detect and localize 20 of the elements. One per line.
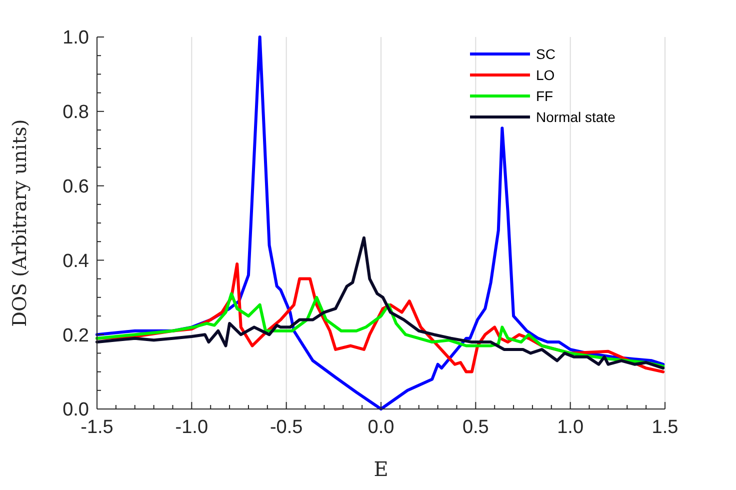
line-series: [96, 236, 665, 370]
x-tick-label: -0.5: [270, 417, 303, 438]
y-tick-label: 1.0: [62, 28, 89, 49]
y-tick-label: 0.2: [62, 325, 89, 346]
y-tick-label: 0.6: [62, 176, 89, 198]
x-tick-label: 0.0: [368, 417, 394, 438]
line-series: [96, 36, 665, 410]
x-axis-title: E: [374, 457, 388, 481]
y-axis-title: DOS (Arbitrary units): [9, 119, 31, 327]
x-tick-label: 0.5: [462, 417, 489, 438]
legend-label: FF: [536, 88, 554, 104]
x-tick-label: 1.5: [652, 417, 678, 438]
x-tick-label: 1.0: [557, 417, 584, 438]
legend-label: Normal state: [536, 108, 616, 125]
y-tick-label: 0.8: [62, 102, 89, 124]
legend-label: SC: [536, 46, 556, 62]
x-tick-label: -1.0: [175, 417, 208, 438]
y-tick-label: 0.4: [62, 250, 90, 272]
line-series: [96, 292, 665, 368]
legend-label: LO: [536, 66, 555, 83]
